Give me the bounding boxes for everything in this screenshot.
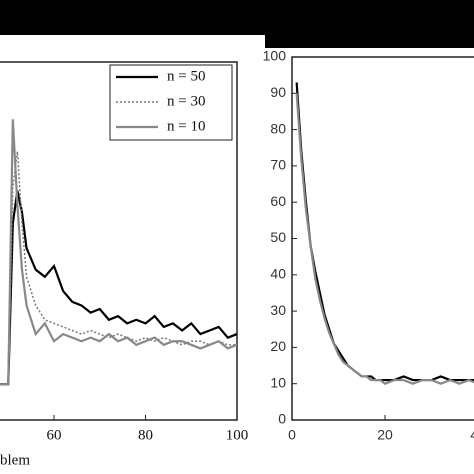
data-line [295, 93, 474, 385]
legend-label: n = 10 [167, 118, 205, 134]
legend-label: n = 30 [167, 93, 205, 109]
legend-label: n = 50 [167, 68, 205, 84]
y-tick-label: 100 [263, 48, 287, 64]
data-line [0, 190, 238, 386]
x-tick-label: 0 [288, 427, 296, 443]
y-tick-label: 20 [270, 338, 286, 354]
y-tick-label: 30 [270, 302, 286, 318]
x-axis-label: blem [0, 452, 30, 468]
y-tick-label: 10 [270, 374, 286, 390]
y-tick-label: 80 [270, 120, 286, 136]
x-tick-label: 20 [377, 427, 393, 443]
y-tick-label: 60 [270, 193, 286, 209]
plot: 60 80 100 blem n = 50 n = 30 n = 10 [0, 61, 249, 468]
x-tick-label: 60 [47, 427, 62, 443]
x-tick-label: 80 [138, 427, 153, 443]
data-line [0, 151, 237, 385]
y-tick-label: 50 [270, 229, 286, 245]
x-tick-label: 40 [470, 427, 474, 443]
top-band [0, 0, 474, 35]
y-tick-label: 0 [278, 411, 286, 427]
x-tick-label: 100 [226, 427, 249, 443]
y-tick-label: 40 [270, 266, 286, 282]
data-line [0, 119, 238, 386]
plot: 0 20 40 0 10 20 30 40 50 60 70 80 90 100 [263, 48, 474, 443]
y-tick-label: 70 [270, 157, 286, 173]
plot-frame [291, 56, 474, 421]
y-tick-label: 90 [270, 84, 286, 100]
